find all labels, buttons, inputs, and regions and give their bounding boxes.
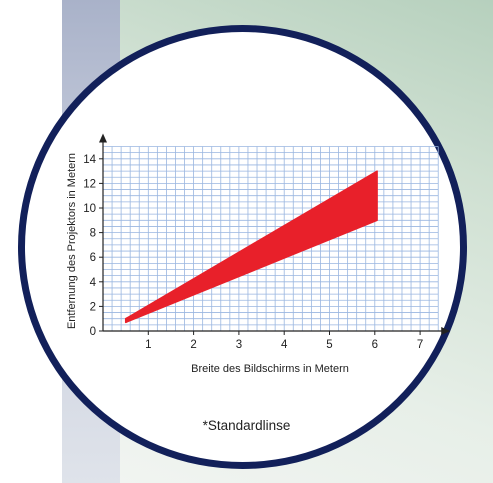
y-tick-label: 14 (83, 154, 96, 166)
x-axis-arrow (441, 327, 451, 335)
x-tick-label: 6 (372, 339, 378, 351)
y-tick-label: 4 (90, 277, 97, 289)
x-tick-label: 5 (326, 339, 332, 351)
x-tick-label: 4 (281, 339, 288, 351)
y-tick-label: 8 (90, 228, 96, 240)
y-axis-title: Entfernung des Projektors in Metern (66, 153, 78, 329)
distance-range-band-0 (124, 170, 378, 324)
y-tick-label: 2 (90, 301, 96, 313)
footnote: *Standardlinse (202, 418, 291, 433)
x-tick-label: 7 (417, 339, 423, 351)
y-tick-label: 0 (90, 326, 96, 338)
y-tick-label: 12 (83, 178, 96, 190)
y-axis-arrow (99, 133, 107, 143)
y-tick-label: 6 (90, 252, 96, 264)
x-tick-label: 2 (190, 339, 196, 351)
x-tick-label: 3 (236, 339, 242, 351)
y-tick-label: 10 (83, 203, 96, 215)
x-axis-title: Breite des Bildschirms in Metern (191, 363, 349, 375)
chart-circle-frame (18, 25, 467, 469)
axes (99, 133, 451, 335)
x-tick-label: 1 (145, 339, 151, 351)
plot-area (124, 170, 378, 324)
